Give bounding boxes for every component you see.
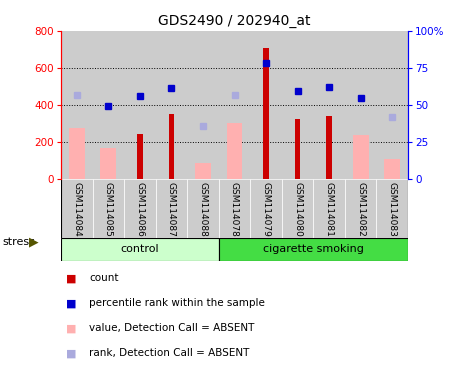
Bar — [92, 179, 124, 238]
Bar — [61, 238, 219, 261]
Bar — [250, 179, 282, 238]
Text: control: control — [121, 245, 159, 255]
Text: GSM114078: GSM114078 — [230, 182, 239, 237]
Bar — [124, 179, 156, 238]
Bar — [100, 148, 116, 179]
Bar — [227, 123, 242, 179]
Bar — [282, 31, 313, 179]
Bar — [187, 31, 219, 179]
Bar — [345, 179, 377, 238]
Bar — [187, 179, 219, 238]
Text: ■: ■ — [66, 298, 76, 308]
Bar — [137, 134, 143, 179]
Bar — [345, 31, 377, 179]
Bar — [353, 135, 369, 179]
Text: GSM114086: GSM114086 — [136, 182, 144, 237]
Text: cigarette smoking: cigarette smoking — [263, 245, 364, 255]
Text: GSM114084: GSM114084 — [72, 182, 81, 237]
Bar — [156, 31, 187, 179]
Bar — [313, 179, 345, 238]
Text: GSM114079: GSM114079 — [262, 182, 271, 237]
Bar — [168, 114, 174, 179]
Text: GSM114083: GSM114083 — [388, 182, 397, 237]
Text: GSM114087: GSM114087 — [167, 182, 176, 237]
Text: GSM114080: GSM114080 — [293, 182, 302, 237]
Text: percentile rank within the sample: percentile rank within the sample — [89, 298, 265, 308]
Bar — [385, 159, 400, 179]
Bar — [282, 179, 313, 238]
Bar — [92, 31, 124, 179]
Bar — [69, 128, 84, 179]
Bar — [61, 179, 92, 238]
Bar — [195, 163, 211, 179]
Text: GSM114082: GSM114082 — [356, 182, 365, 237]
Bar — [156, 179, 187, 238]
Text: count: count — [89, 273, 119, 283]
Bar — [326, 116, 332, 179]
Title: GDS2490 / 202940_at: GDS2490 / 202940_at — [158, 14, 311, 28]
Text: ■: ■ — [66, 348, 76, 358]
Text: stress: stress — [2, 237, 35, 247]
Text: ▶: ▶ — [29, 235, 38, 248]
Text: GSM114088: GSM114088 — [198, 182, 207, 237]
Text: ■: ■ — [66, 273, 76, 283]
Bar — [250, 31, 282, 179]
Text: ■: ■ — [66, 323, 76, 333]
Bar — [219, 179, 250, 238]
Bar — [263, 48, 269, 179]
Bar — [313, 31, 345, 179]
Bar — [61, 31, 92, 179]
Bar — [219, 31, 250, 179]
Text: GSM114081: GSM114081 — [325, 182, 333, 237]
Text: GSM114085: GSM114085 — [104, 182, 113, 237]
Bar — [295, 119, 301, 179]
Bar — [377, 179, 408, 238]
Text: value, Detection Call = ABSENT: value, Detection Call = ABSENT — [89, 323, 255, 333]
Bar — [124, 31, 156, 179]
Text: rank, Detection Call = ABSENT: rank, Detection Call = ABSENT — [89, 348, 250, 358]
Bar — [219, 238, 408, 261]
Bar — [377, 31, 408, 179]
